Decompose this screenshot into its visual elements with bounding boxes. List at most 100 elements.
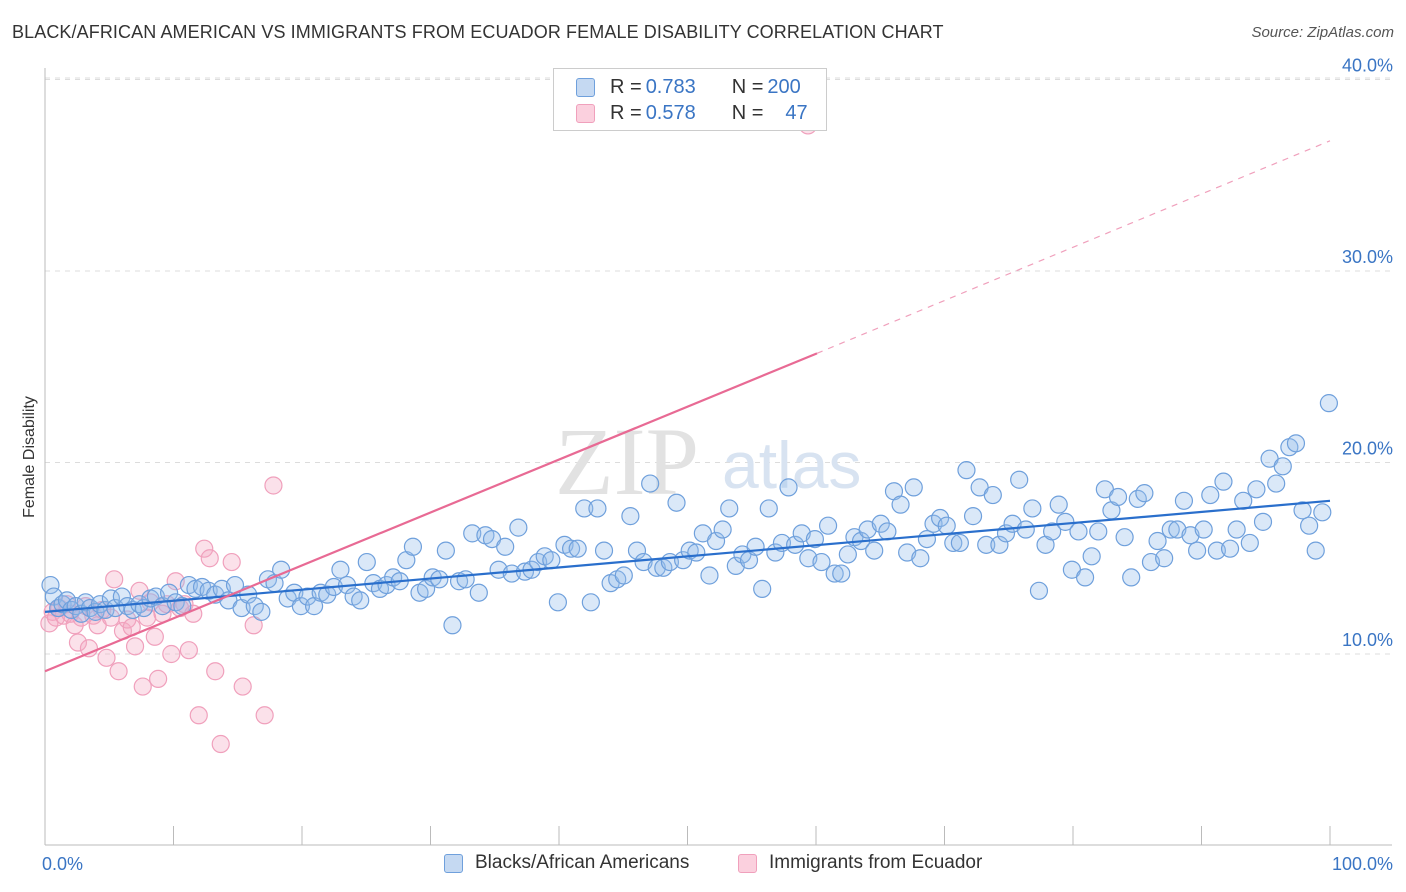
point-blacks [443,616,462,635]
point-blacks [950,533,969,553]
trend-line-blacks [44,499,1331,613]
point-blacks [1313,503,1332,522]
point-blacks [667,493,686,512]
legend-n-label: N = [731,101,764,124]
point-blacks [1089,522,1108,541]
point-blacks [878,522,897,541]
point-ecuador [264,476,283,495]
point-blacks [1273,457,1292,476]
point-blacks [1010,470,1029,489]
point-blacks [469,583,488,602]
watermark: ZIP atlas [555,408,861,515]
point-blacks [759,499,778,518]
y-tick-label: 40.0% [1342,56,1393,76]
point-blacks [41,575,60,595]
point-blacks [713,520,732,539]
point-blacks [436,541,455,560]
point-blacks [502,564,521,583]
point-ecuador [109,662,128,681]
point-ecuador [211,734,230,754]
point-blacks [1247,480,1266,499]
trend-lines [44,140,1331,673]
tick-labels: 10.0% 20.0% 30.0% 40.0% 0.0% 100.0% [42,56,1393,875]
point-blacks [588,499,607,518]
point-blacks [1319,394,1339,413]
point-blacks [1082,547,1101,566]
point-ecuador [105,570,124,589]
y-tick-label: 30.0% [1342,247,1393,267]
watermark-atlas: atlas [722,428,861,502]
point-blacks [509,518,528,537]
point-ecuador [97,648,116,667]
point-blacks [1267,474,1286,493]
point-blacks [1240,533,1259,553]
point-blacks [331,560,350,579]
point-ecuador [65,616,84,635]
point-blacks [463,524,482,543]
point-blacks [1069,522,1088,541]
point-blacks [1188,541,1207,560]
point-ecuador [222,552,241,572]
point-blacks [1293,501,1312,520]
point-blacks [594,541,614,560]
trend-line-ecuador-extension [816,140,1331,354]
point-blacks [1075,568,1095,587]
point-blacks [614,566,633,585]
point-blacks [186,579,205,598]
point-blacks [291,597,311,616]
ecuador-points [40,116,818,754]
point-ecuador [138,608,157,627]
point-blacks [904,478,923,497]
point-blacks [1227,520,1246,539]
legend-swatch-blue [576,77,595,97]
point-blacks [990,535,1009,554]
point-ecuador [162,644,181,664]
x-tick-label: 100.0% [1332,854,1393,874]
point-blacks [700,566,719,585]
chart-title: BLACK/AFRICAN AMERICAN VS IMMIGRANTS FRO… [12,22,944,42]
point-blacks [1300,516,1319,535]
point-blacks [1135,484,1154,503]
point-blacks [1043,522,1062,541]
point-blacks [753,579,772,598]
point-blacks [1220,539,1240,558]
point-ecuador [206,662,225,681]
point-blacks [983,485,1002,505]
point-blacks [351,591,370,610]
point-blacks [937,516,956,535]
grid-lines [45,77,1392,655]
point-blacks [825,564,844,583]
point-blacks [911,549,930,568]
correlation-legend: R = 0.783 N = 200 R = 0.578 N = 47 [553,68,827,131]
point-blacks [779,478,798,497]
point-blacks [252,602,271,621]
series-legend: Blacks/African Americans Immigrants from… [0,852,1406,878]
legend-label: Blacks/African Americans [475,852,690,873]
point-blacks [1122,568,1141,587]
legend-row-ecuador: R = 0.578 N = 47 [576,101,808,125]
point-blacks [865,541,884,560]
point-blacks [542,551,561,570]
point-ecuador [244,616,263,635]
point-blacks [786,535,805,554]
point-blacks [1029,581,1049,600]
point-blacks [403,537,423,556]
point-blacks [812,552,831,572]
point-blacks [931,508,950,528]
point-blacks [687,543,706,562]
point-blacks [838,545,857,564]
legend-n-label: N = [731,75,764,98]
point-blacks [456,570,475,589]
point-blacks [627,541,647,560]
legend-swatch-blue [444,853,463,873]
point-blacks [1214,472,1233,491]
y-tick-label: 20.0% [1342,439,1393,459]
point-blacks [1049,495,1068,514]
point-blacks [818,516,838,535]
point-ecuador [200,549,219,568]
legend-item-blacks: Blacks/African Americans [444,852,689,874]
legend-row-blacks: R = 0.783 N = 200 [576,75,801,99]
point-blacks [1016,520,1035,539]
point-blacks [832,564,851,583]
